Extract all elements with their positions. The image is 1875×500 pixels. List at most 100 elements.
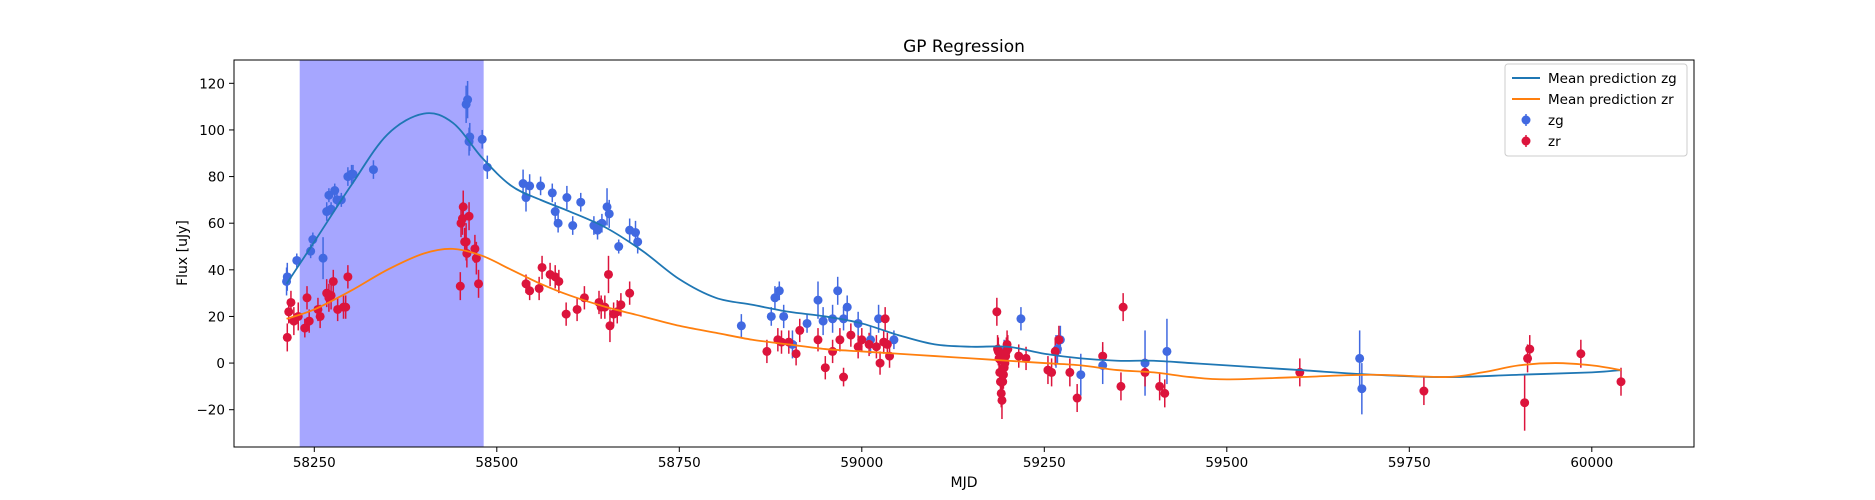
data-point-zg bbox=[770, 293, 780, 303]
data-point-zg bbox=[833, 286, 843, 296]
data-point-zg bbox=[536, 181, 546, 191]
data-point-zr bbox=[300, 323, 310, 333]
data-point-zr bbox=[455, 281, 465, 291]
y-axis-ticks: −20 0 20 40 60 80 100 120 bbox=[197, 76, 234, 419]
prediction-line-zr bbox=[286, 247, 1622, 381]
data-point-zg bbox=[463, 95, 473, 105]
legend-zg-points-label: zg bbox=[1548, 113, 1564, 129]
data-point-zr bbox=[343, 272, 353, 282]
y-tick-label: −20 bbox=[197, 403, 226, 419]
data-point-zr bbox=[875, 358, 885, 368]
data-point-zr bbox=[1576, 349, 1586, 359]
data-point-zg bbox=[348, 169, 358, 179]
y-tick-label: 20 bbox=[208, 309, 225, 325]
data-point-zr bbox=[554, 276, 564, 286]
data-point-zr bbox=[1054, 335, 1064, 345]
data-point-zr bbox=[1047, 367, 1057, 377]
data-point-zg bbox=[547, 188, 557, 198]
y-tick-label: 40 bbox=[208, 263, 225, 279]
data-point-zr bbox=[839, 372, 849, 382]
legend-zg-line-label: Mean prediction zg bbox=[1548, 71, 1677, 87]
data-point-zr bbox=[762, 346, 772, 356]
data-point-zr bbox=[326, 290, 336, 300]
x-tick-label: 58750 bbox=[658, 455, 701, 471]
shaded-region-layer bbox=[299, 60, 484, 447]
data-point-zr bbox=[795, 325, 805, 335]
data-point-zr bbox=[813, 335, 823, 345]
data-point-zg bbox=[562, 193, 572, 203]
y-tick-label: 100 bbox=[199, 123, 225, 139]
data-point-zr bbox=[1520, 398, 1530, 408]
data-point-zr bbox=[992, 307, 1002, 317]
x-tick-label: 59250 bbox=[1023, 455, 1066, 471]
data-point-zg bbox=[1162, 346, 1172, 356]
data-point-zg bbox=[779, 311, 789, 321]
y-tick-label: 120 bbox=[199, 76, 225, 92]
data-point-zr bbox=[880, 314, 890, 324]
chart-title: GP Regression bbox=[903, 37, 1025, 57]
y-tick-label: 60 bbox=[208, 216, 225, 232]
data-point-zr bbox=[616, 300, 626, 310]
data-point-zr bbox=[882, 339, 892, 349]
data-point-zr bbox=[328, 276, 338, 286]
data-point-zr bbox=[996, 388, 1006, 398]
data-point-layer bbox=[282, 95, 1626, 408]
shaded-region bbox=[299, 60, 484, 447]
data-point-zr bbox=[461, 237, 471, 247]
x-tick-label: 59000 bbox=[840, 455, 883, 471]
data-point-zg bbox=[525, 181, 535, 191]
data-point-zr bbox=[470, 244, 480, 254]
data-point-zg bbox=[736, 321, 746, 331]
data-point-zg bbox=[1355, 353, 1365, 363]
data-point-zg bbox=[568, 221, 578, 231]
data-point-zr bbox=[625, 288, 635, 298]
data-point-zr bbox=[537, 262, 547, 272]
data-point-zr bbox=[304, 316, 314, 326]
data-point-zr bbox=[791, 349, 801, 359]
data-point-zr bbox=[857, 335, 867, 345]
data-point-zr bbox=[1065, 367, 1075, 377]
data-point-zr bbox=[464, 211, 474, 221]
data-point-zg bbox=[813, 295, 823, 305]
data-point-zg bbox=[818, 316, 828, 326]
x-axis-ticks: 58250 58500 58750 59000 59250 59500 59750 60000 bbox=[293, 447, 1613, 471]
data-point-zg bbox=[477, 134, 487, 144]
x-tick-label: 59500 bbox=[1205, 455, 1248, 471]
data-point-zr bbox=[341, 302, 351, 312]
prediction-line-zg bbox=[285, 112, 1622, 378]
data-point-zg bbox=[1357, 384, 1367, 394]
data-point-zg bbox=[576, 197, 586, 207]
data-point-zg bbox=[1076, 370, 1086, 380]
legend: Mean prediction zg Mean prediction zr zg… bbox=[1504, 63, 1688, 157]
data-point-zg bbox=[614, 242, 624, 252]
data-point-zr bbox=[864, 339, 874, 349]
data-point-zg bbox=[802, 318, 812, 328]
data-point-zg bbox=[874, 314, 884, 324]
data-point-zg bbox=[318, 253, 328, 263]
data-point-zr bbox=[534, 283, 544, 293]
data-point-zg bbox=[550, 207, 560, 217]
data-point-zr bbox=[1072, 393, 1082, 403]
data-point-zg bbox=[553, 218, 563, 228]
data-point-zg bbox=[602, 202, 612, 212]
error-bar-layer bbox=[285, 80, 1622, 431]
legend-box bbox=[1504, 63, 1688, 157]
data-point-zr bbox=[1098, 351, 1108, 361]
data-point-zr bbox=[302, 293, 312, 303]
data-point-zr bbox=[282, 332, 292, 342]
legend-zr-points-label: zr bbox=[1548, 134, 1561, 150]
data-point-zg bbox=[292, 255, 302, 265]
data-point-zr bbox=[286, 297, 296, 307]
data-point-zg bbox=[306, 246, 316, 256]
y-tick-label: 0 bbox=[216, 356, 225, 372]
data-point-zr bbox=[1116, 381, 1126, 391]
data-point-zg bbox=[368, 165, 378, 175]
x-tick-label: 59750 bbox=[1388, 455, 1431, 471]
data-point-zg bbox=[766, 311, 776, 321]
y-tick-label: 80 bbox=[208, 170, 225, 186]
data-point-zr bbox=[1050, 346, 1060, 356]
plot-area-frame bbox=[233, 59, 1695, 448]
data-point-zr bbox=[525, 286, 535, 296]
data-point-zr bbox=[561, 309, 571, 319]
